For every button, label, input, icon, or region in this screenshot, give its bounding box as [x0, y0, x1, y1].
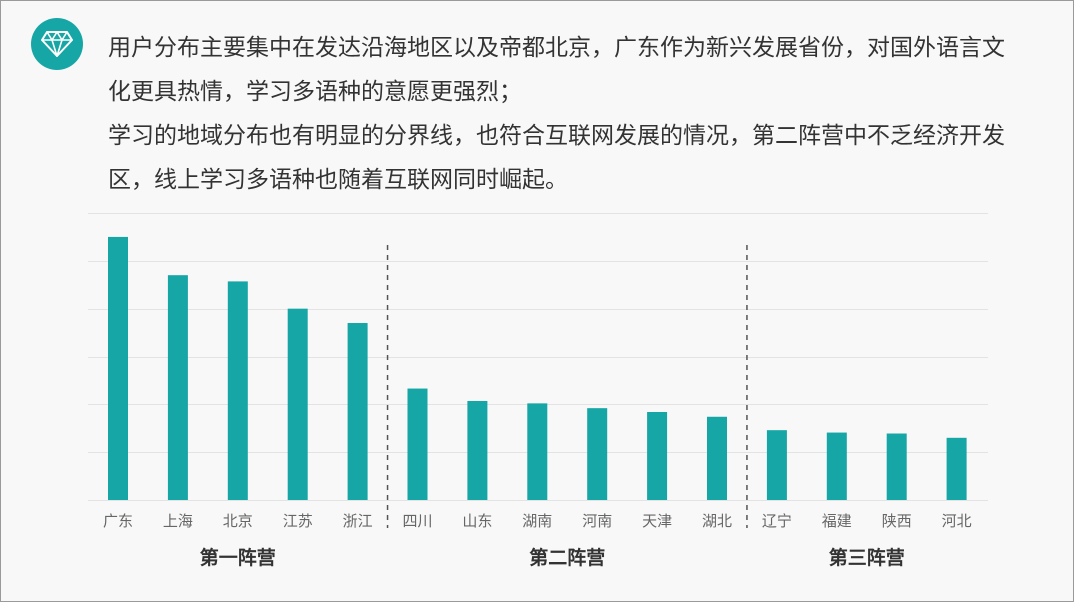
bar-上海 [167, 275, 188, 500]
category-label: 江苏 [283, 512, 313, 530]
bar-福建 [826, 432, 847, 500]
category-label: 福建 [822, 512, 852, 530]
category-label: 湖南 [522, 512, 552, 530]
diamond-icon [41, 31, 73, 57]
bar-河南 [587, 408, 608, 500]
bar-广东 [108, 236, 128, 500]
category-label: 辽宁 [762, 512, 792, 530]
intro-paragraph-1: 用户分布主要集中在发达沿海地区以及帝都北京，广东作为新兴发展省份，对国外语言文化… [108, 35, 1005, 105]
category-label: 河北 [942, 512, 972, 530]
group-label: 第三阵营 [829, 546, 905, 569]
bar-山东 [467, 400, 488, 500]
bar-浙江 [347, 323, 368, 500]
category-label: 北京 [223, 512, 253, 530]
bar-湖南 [527, 403, 548, 500]
category-label: 山东 [462, 512, 492, 530]
bar-陕西 [886, 433, 907, 500]
category-label: 上海 [163, 512, 193, 530]
bar-四川 [407, 388, 428, 500]
bar-北京 [227, 281, 248, 500]
intro-text: 用户分布主要集中在发达沿海地区以及帝都北京，广东作为新兴发展省份，对国外语言文化… [108, 26, 1018, 202]
diamond-badge [31, 18, 83, 70]
group-label: 第二阵营 [529, 546, 605, 569]
category-label: 河南 [582, 512, 612, 530]
category-label: 陕西 [882, 512, 912, 530]
bar-辽宁 [766, 430, 787, 500]
bar-河北 [946, 437, 967, 500]
bar-湖北 [707, 416, 727, 500]
category-label: 湖北 [702, 512, 732, 530]
category-label: 四川 [402, 512, 432, 530]
category-label: 浙江 [343, 512, 373, 530]
intro-paragraph-2: 学习的地域分布也有明显的分界线，也符合互联网发展的情况，第二阵营中不乏经济开发区… [108, 123, 1005, 193]
category-label: 天津 [642, 512, 672, 530]
group-label: 第一阵营 [200, 546, 276, 569]
bar-江苏 [287, 308, 308, 500]
bar-天津 [647, 411, 668, 500]
category-label: 广东 [103, 512, 133, 530]
